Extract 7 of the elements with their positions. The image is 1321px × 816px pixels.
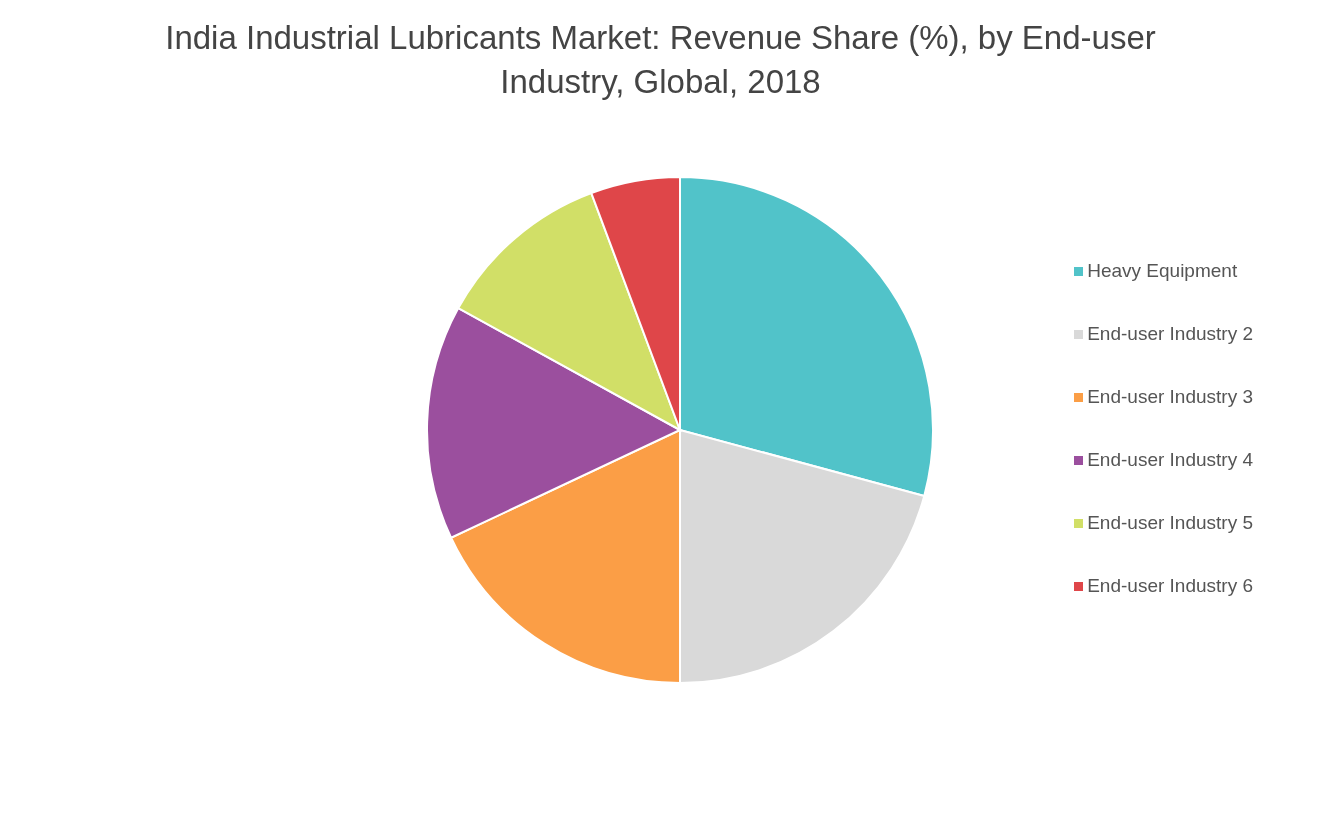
- legend-label: End-user Industry 4: [1087, 449, 1253, 470]
- legend-label: End-user Industry 3: [1087, 386, 1253, 407]
- legend-label: End-user Industry 5: [1087, 512, 1253, 533]
- legend-label: End-user Industry 2: [1087, 323, 1253, 344]
- legend-label: Heavy Equipment: [1087, 260, 1238, 281]
- chart-title: India Industrial Lubricants Market: Revenue Share (%), by End-user Industry, Global, 2018: [164, 18, 1157, 102]
- legend-label: End-user Industry 6: [1087, 575, 1253, 596]
